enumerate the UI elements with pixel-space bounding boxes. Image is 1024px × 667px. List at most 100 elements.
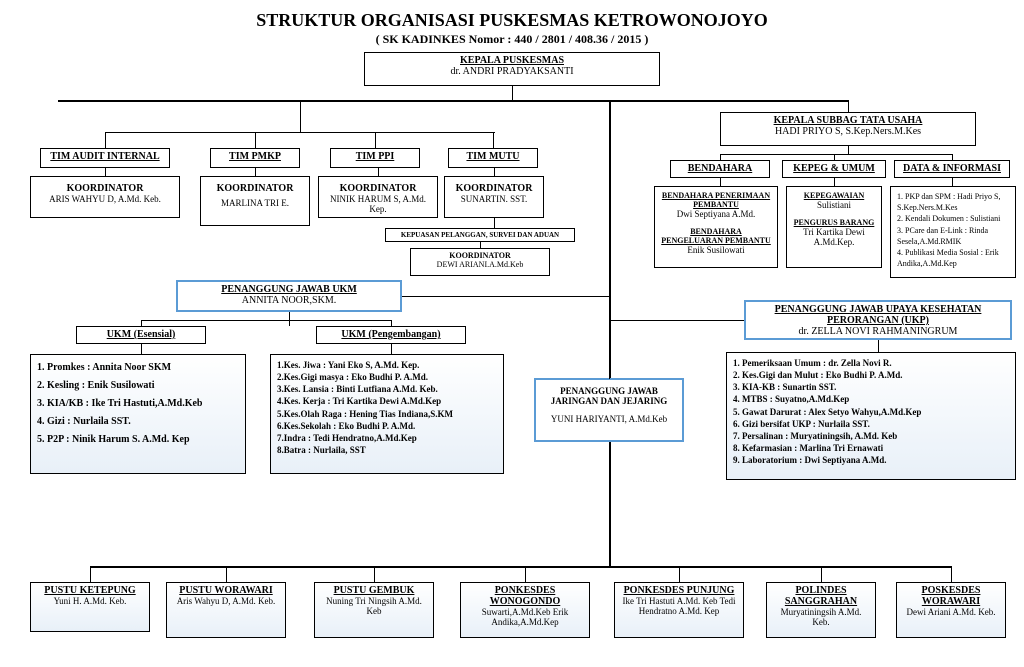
bottom-2: PUSTU GEMBUK Nuning Tri Ningsih A.Md. Ke… (314, 582, 434, 638)
tim1-n: MARLINA TRI E. (205, 198, 305, 208)
ukp-8: 9. Laboratorium : Dwi Septiyana A.Md. (733, 454, 1009, 466)
kepuasan-k: KOORDINATOR (415, 251, 545, 260)
tim3-k: KOORDINATOR (449, 183, 539, 194)
pj-jar-n: YUNI HARIYANTI, A.Md.Keb (540, 414, 678, 424)
box-kepala: KEPALA PUSKESMAS dr. ANDRI PRADYAKSANTI (364, 52, 660, 86)
ukm-p-6: 7.Indra : Tedi Hendratno,A.Md.Kep (277, 432, 497, 444)
kepala-name: dr. ANDRI PRADYAKSANTI (369, 66, 655, 77)
ukp-5: 6. Gizi bersifat UKP : Nurlaila SST. (733, 418, 1009, 430)
b0-h: PUSTU KETEPUNG (35, 585, 145, 596)
ukm-es-2: 3. KIA/KB : Ike Tri Hastuti,A.Md.Keb (37, 395, 239, 413)
pj-ukm-n: ANNITA NOOR,SKM. (182, 295, 396, 306)
ukm-peng-header: UKM (Pengembangan) (316, 326, 466, 344)
bottom-6: POSKESDES WORAWARI Dewi Ariani A.Md. Keb… (896, 582, 1006, 638)
ukm-esensial-list: 1. Promkes : Annita Noor SKM 2. Kesling … (30, 354, 246, 474)
b3-n: Suwarti,A.Md.Keb Erik Andika,A.Md.Kep (465, 607, 585, 627)
data-l0: 1. PKP dan SPM : Hadi Priyo S, S.Kep.Ner… (897, 191, 1009, 213)
tim0-header: TIM AUDIT INTERNAL (40, 148, 170, 168)
b3-h: PONKESDES WONOGONDO (465, 585, 585, 607)
tim3-h: TIM MUTU (466, 151, 519, 162)
data-l1: 2. Kendali Dokumen : Sulistiani (897, 213, 1009, 224)
pj-ukp: PENANGGUNG JAWAB UPAYA KESEHATAN PERORAN… (744, 300, 1012, 340)
tim0-n: ARIS WAHYU D, A.Md. Keb. (35, 194, 175, 204)
tim0-k: KOORDINATOR (35, 183, 175, 194)
data-l2: 3. PCare dan E-Link : Rinda Sesela,A.Md.… (897, 225, 1009, 247)
ukm-p-1: 2.Kes.Gigi masya : Eko Budhi P. A.Md. (277, 371, 497, 383)
tim2-koord: KOORDINATOR NINIK HARUM S, A.Md. Kep. (318, 176, 438, 218)
ukp-6: 7. Persalinan : Muryatiningsih, A.Md. Ke… (733, 430, 1009, 442)
b2-n: Nuning Tri Ningsih A.Md. Keb (319, 596, 429, 616)
subbag-title: KEPALA SUBBAG TATA USAHA (725, 115, 971, 126)
ukp-4: 5. Gawat Darurat : Alex Setyo Wahyu,A.Md… (733, 406, 1009, 418)
tim2-header: TIM PPI (330, 148, 420, 168)
b6-n: Dewi Ariani A.Md. Keb. (901, 607, 1001, 617)
tim3-header: TIM MUTU (448, 148, 538, 168)
pj-ukp-h: PENANGGUNG JAWAB UPAYA KESEHATAN PERORAN… (750, 304, 1006, 326)
pj-jaringan: PENANGGUNG JAWAB JARINGAN DAN JEJARING Y… (534, 378, 684, 442)
kepeg-detail: KEPEGAWAIAN Sulistiani PENGURUS BARANG T… (786, 186, 882, 268)
bend-item1-t: BENDAHARA PENGELUARAN PEMBANTU (659, 227, 773, 245)
ukm-p-h: UKM (Pengembangan) (341, 329, 440, 340)
ukm-p-4: 5.Kes.Olah Raga : Hening Tias Indiana,S.… (277, 408, 497, 420)
bottom-1: PUSTU WORAWARI Aris Wahyu D, A.Md. Keb. (166, 582, 286, 638)
pj-ukm-h: PENANGGUNG JAWAB UKM (182, 284, 396, 295)
ukm-p-3: 4.Kes. Kerja : Tri Kartika Dewi A.Md.Kep (277, 395, 497, 407)
bendahara-header: BENDAHARA (670, 160, 770, 178)
kepeg-item1-t: PENGURUS BARANG (791, 218, 877, 227)
ukp-2: 3. KIA-KB : Sunartin SST. (733, 381, 1009, 393)
tim3-n: SUNARTIN. SST. (449, 194, 539, 204)
tim2-h: TIM PPI (356, 151, 395, 162)
bottom-4: PONKESDES PUNJUNG Ike Tri Hastuti A.Md. … (614, 582, 744, 638)
data-l3: 4. Publikasi Media Sosial : Erik Andika,… (897, 247, 1009, 269)
b4-h: PONKESDES PUNJUNG (619, 585, 739, 596)
tim0-koord: KOORDINATOR ARIS WAHYU D, A.Md. Keb. (30, 176, 180, 218)
bend-item0-n: Dwi Septiyana A.Md. (659, 209, 773, 219)
data-header: DATA & INFORMASI (894, 160, 1010, 178)
tim2-n: NINIK HARUM S, A.Md. Kep. (323, 194, 433, 214)
ukm-p-0: 1.Kes. Jiwa : Yani Eko S, A.Md. Kep. (277, 359, 497, 371)
kepeg-item0-n: Sulistiani (791, 200, 877, 210)
b5-h: POLINDES SANGGRAHAN (771, 585, 871, 607)
kepuasan-n: DEWI ARIANI.A.Md.Keb (415, 260, 545, 269)
ukm-es-1: 2. Kesling : Enik Susilowati (37, 377, 239, 395)
pj-ukm: PENANGGUNG JAWAB UKM ANNITA NOOR,SKM. (176, 280, 402, 312)
b1-h: PUSTU WORAWARI (171, 585, 281, 596)
pj-jar-h: PENANGGUNG JAWAB JARINGAN DAN JEJARING (540, 386, 678, 406)
b4-n: Ike Tri Hastuti A.Md. Keb Tedi Hendratno… (619, 596, 739, 616)
kepuasan-header: KEPUASAN PELANGGAN, SURVEI DAN ADUAN (385, 228, 575, 242)
kepuasan-koord: KOORDINATOR DEWI ARIANI.A.Md.Keb (410, 248, 550, 276)
bottom-0: PUSTU KETEPUNG Yuni H. A.Md. Keb. (30, 582, 150, 632)
kepeg-header: KEPEG & UMUM (782, 160, 886, 178)
ukm-es-4: 5. P2P : Ninik Harum S. A.Md. Kep (37, 431, 239, 449)
b2-h: PUSTU GEMBUK (319, 585, 429, 596)
data-h: DATA & INFORMASI (903, 163, 1001, 174)
ukm-es-3: 4. Gizi : Nurlaila SST. (37, 413, 239, 431)
box-subbag: KEPALA SUBBAG TATA USAHA HADI PRIYO S, S… (720, 112, 976, 146)
tim2-k: KOORDINATOR (323, 183, 433, 194)
bendahara-h: BENDAHARA (688, 163, 752, 174)
bend-item1-n: Enik Susilowati (659, 245, 773, 255)
b1-n: Aris Wahyu D, A.Md. Keb. (171, 596, 281, 606)
ukp-0: 1. Pemeriksaan Umum : dr. Zella Novi R. (733, 357, 1009, 369)
bend-item0-t: BENDAHARA PENERIMAAN PEMBANTU (659, 191, 773, 209)
ukm-es-0: 1. Promkes : Annita Noor SKM (37, 359, 239, 377)
tim1-header: TIM PMKP (210, 148, 300, 168)
data-detail: 1. PKP dan SPM : Hadi Priyo S, S.Kep.Ner… (890, 186, 1016, 278)
ukp-list: 1. Pemeriksaan Umum : dr. Zella Novi R. … (726, 352, 1016, 480)
bendahara-detail: BENDAHARA PENERIMAAN PEMBANTU Dwi Septiy… (654, 186, 778, 268)
b6-h: POSKESDES WORAWARI (901, 585, 1001, 607)
ukp-1: 2. Kes.Gigi dan Mulut : Eko Budhi P. A.M… (733, 369, 1009, 381)
tim3-koord: KOORDINATOR SUNARTIN. SST. (444, 176, 544, 218)
ukm-es-h: UKM (Esensial) (107, 329, 176, 340)
ukm-p-7: 8.Batra : Nurlaila, SST (277, 444, 497, 456)
kepeg-h: KEPEG & UMUM (793, 163, 875, 174)
b5-n: Muryatiningsih A.Md. Keb. (771, 607, 871, 627)
kepala-title: KEPALA PUSKESMAS (369, 55, 655, 66)
subtitle: ( SK KADINKES Nomor : 440 / 2801 / 408.3… (0, 32, 1024, 47)
ukm-p-2: 3.Kes. Lansia : Binti Lutfiana A.Md. Keb… (277, 383, 497, 395)
ukp-7: 8. Kefarmasian : Marlina Tri Ernawati (733, 442, 1009, 454)
pj-ukp-n: dr. ZELLA NOVI RAHMANINGRUM (750, 326, 1006, 337)
ukp-3: 4. MTBS : Suyatno,A.Md.Kep (733, 393, 1009, 405)
tim0-h: TIM AUDIT INTERNAL (50, 151, 159, 162)
bottom-3: PONKESDES WONOGONDO Suwarti,A.Md.Keb Eri… (460, 582, 590, 638)
